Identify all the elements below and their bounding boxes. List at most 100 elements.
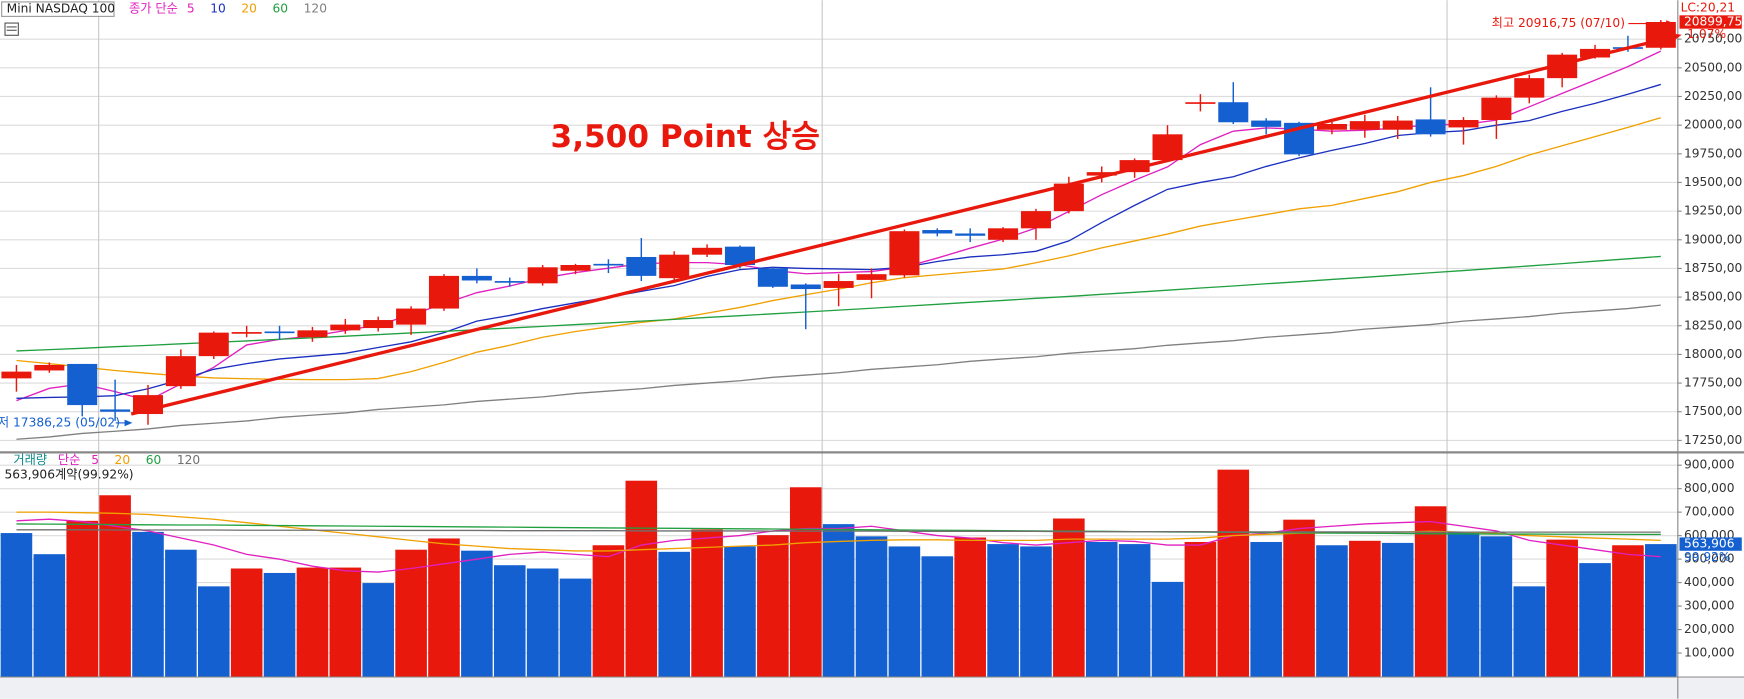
tool-icon[interactable]: [4, 22, 19, 36]
candle-body: [461, 275, 492, 281]
legend-entry: 10: [210, 2, 226, 16]
legend-entry: 20: [115, 453, 131, 467]
volume-bar: [1447, 531, 1480, 677]
volume-bar: [329, 567, 362, 677]
y-tick-label: 200,000: [1684, 622, 1735, 636]
y-tick-label: 19000,00: [1684, 232, 1742, 246]
lc-label: LC:20,21: [1681, 1, 1735, 15]
volume-bar: [592, 545, 625, 677]
last-volume-label: 563,906: [1684, 537, 1735, 551]
candle-body: [330, 324, 361, 331]
volume-info: 563,906계약(99.92%): [4, 467, 133, 482]
volume-bar: [1645, 544, 1677, 677]
candle-body: [396, 308, 427, 325]
volume-bar: [1316, 545, 1348, 677]
candle-body: [922, 230, 953, 234]
y-tick-label: 700,000: [1684, 505, 1735, 519]
volume-bar: [1151, 581, 1184, 677]
volume-bar: [461, 550, 493, 677]
candle-body: [1, 371, 32, 379]
candle-body: [1020, 211, 1051, 229]
candle-body: [527, 267, 558, 284]
y-tick-label: 19500,00: [1684, 175, 1742, 189]
volume-bar: [362, 583, 395, 677]
legend-entry: 20: [241, 2, 257, 16]
candle-body: [363, 320, 394, 329]
candle-body: [626, 256, 657, 276]
ma-line: [16, 255, 1661, 352]
volume-bar: [1612, 545, 1644, 677]
volume-bar: [1217, 469, 1250, 677]
candle-body: [1086, 172, 1117, 176]
candle-body: [724, 246, 755, 266]
y-tick-label: 17500,00: [1684, 404, 1742, 418]
volume-bar: [1349, 540, 1381, 677]
candle-body: [67, 363, 98, 406]
y-tick-label: 500,000: [1684, 552, 1735, 566]
low-arrow-head: [124, 419, 133, 427]
candle-body: [1481, 97, 1512, 120]
trend-annotation: 3,500 Point 상승: [551, 119, 820, 155]
volume-title: 거래량: [13, 453, 47, 467]
volume-bar: [395, 549, 427, 677]
volume-ma-label: 단순: [58, 453, 80, 467]
candle-body: [1448, 119, 1479, 128]
volume-bar: [1546, 539, 1578, 677]
candle-body: [560, 265, 591, 271]
y-tick-label: 19750,00: [1684, 146, 1742, 160]
volume-bar: [757, 535, 789, 677]
volume-bar: [1513, 586, 1546, 677]
y-tick-label: 800,000: [1684, 481, 1735, 495]
y-tick-label: 400,000: [1684, 575, 1735, 589]
volume-bar: [987, 544, 1019, 677]
volume-bar: [165, 549, 197, 677]
candle-body: [856, 274, 887, 280]
candle-body: [988, 228, 1019, 240]
volume-bar: [1118, 544, 1151, 677]
legend-entry: 60: [146, 453, 162, 467]
y-tick-label: 100,000: [1684, 646, 1735, 660]
volume-bar: [263, 572, 296, 677]
volume-bar: [428, 538, 460, 677]
candle-body: [198, 332, 229, 357]
y-tick-label: 20250,00: [1684, 89, 1742, 103]
candle-body: [692, 247, 723, 255]
candle-body: [593, 263, 624, 266]
high-arrow-head: [1666, 20, 1676, 27]
volume-bar: [1381, 542, 1414, 677]
y-tick-label: 17250,00: [1684, 433, 1742, 447]
volume-bar: [0, 533, 33, 677]
ma-line: [16, 83, 1661, 399]
volume-bar: [1184, 541, 1217, 677]
ma-line: [16, 518, 1661, 573]
candle-body: [1251, 120, 1282, 127]
candle-body: [100, 409, 131, 412]
volume-bar: [559, 578, 592, 677]
symbol-box[interactable]: [1, 1, 115, 17]
candle-body: [264, 331, 295, 334]
volume-bar: [197, 586, 230, 677]
legend-entry: 5: [187, 2, 195, 16]
candle-body: [1316, 123, 1347, 130]
last-price-label: 20899,75: [1684, 14, 1742, 28]
y-tick-label: 18750,00: [1684, 261, 1742, 275]
candle-body: [494, 281, 525, 283]
candle-body: [1218, 102, 1249, 123]
y-tick-label: 20500,00: [1684, 60, 1742, 74]
volume-bar: [1480, 536, 1513, 677]
y-tick-label: 20750,00: [1684, 32, 1742, 46]
ma-label: 종가 단순: [129, 2, 178, 16]
chart-title[interactable]: Mini NASDAQ 100: [7, 2, 115, 16]
y-tick-label: 19250,00: [1684, 204, 1742, 218]
volume-bar: [1250, 541, 1282, 677]
candle-body: [823, 281, 854, 288]
y-tick-label: 900,000: [1684, 458, 1735, 472]
volume-bar: [658, 551, 690, 677]
candle-body: [955, 233, 986, 236]
date-axis: [0, 677, 1744, 699]
legend-entry: 120: [177, 453, 200, 467]
volume-bar: [691, 529, 723, 677]
volume-bar: [1020, 546, 1052, 677]
